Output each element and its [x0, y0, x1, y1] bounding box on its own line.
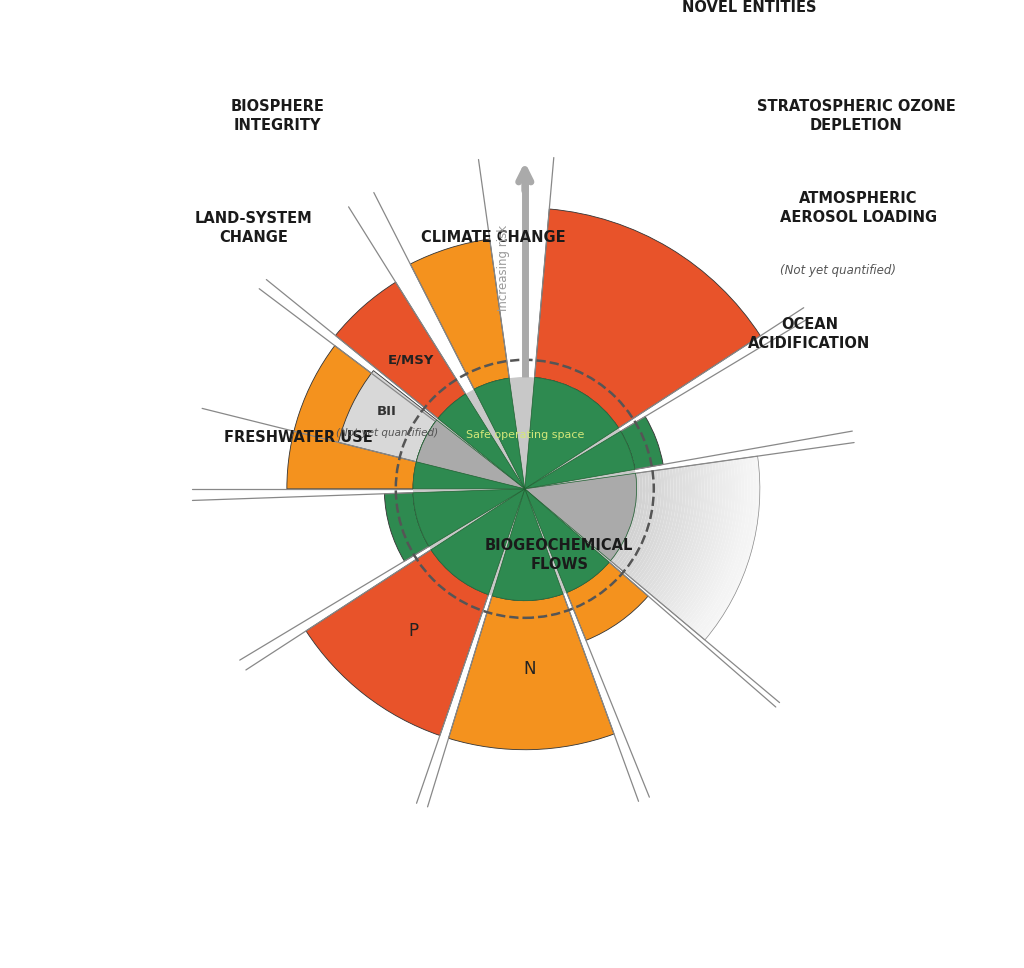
Wedge shape — [621, 416, 664, 469]
Text: Safe operating space: Safe operating space — [466, 430, 584, 440]
Wedge shape — [643, 467, 683, 590]
Wedge shape — [620, 471, 652, 570]
Text: N: N — [523, 660, 536, 679]
Wedge shape — [681, 460, 732, 622]
Text: P: P — [409, 622, 419, 640]
Text: Increasing risk: Increasing risk — [498, 225, 511, 311]
Wedge shape — [634, 469, 671, 583]
Wedge shape — [679, 461, 729, 620]
Wedge shape — [449, 594, 614, 749]
Wedge shape — [524, 489, 609, 592]
Wedge shape — [646, 467, 686, 592]
Wedge shape — [684, 460, 735, 624]
Wedge shape — [641, 468, 680, 589]
Text: (Not yet quantified): (Not yet quantified) — [336, 428, 437, 438]
Text: BIOSPHERE
INTEGRITY: BIOSPHERE INTEGRITY — [230, 99, 325, 134]
Wedge shape — [615, 472, 646, 566]
Wedge shape — [700, 457, 757, 638]
Wedge shape — [632, 469, 668, 581]
Wedge shape — [653, 466, 695, 598]
Wedge shape — [693, 458, 748, 632]
Wedge shape — [630, 469, 665, 579]
Wedge shape — [660, 464, 705, 604]
Wedge shape — [650, 466, 692, 596]
Wedge shape — [625, 470, 658, 575]
Wedge shape — [648, 466, 689, 594]
Wedge shape — [411, 239, 509, 389]
Wedge shape — [493, 489, 563, 600]
Text: BIOGEOCHEMICAL
FLOWS: BIOGEOCHEMICAL FLOWS — [485, 537, 634, 572]
Wedge shape — [686, 459, 738, 626]
Wedge shape — [384, 493, 429, 561]
Wedge shape — [677, 461, 726, 619]
Wedge shape — [612, 472, 643, 564]
Wedge shape — [672, 462, 720, 614]
Text: NOVEL ENTITIES: NOVEL ENTITIES — [682, 0, 817, 15]
Wedge shape — [688, 459, 741, 628]
Wedge shape — [524, 378, 618, 489]
Wedge shape — [665, 463, 711, 608]
Wedge shape — [670, 462, 717, 612]
Text: FRESHWATER USE: FRESHWATER USE — [224, 430, 373, 444]
Wedge shape — [610, 472, 640, 562]
Wedge shape — [417, 420, 524, 489]
Text: E/MSY: E/MSY — [388, 353, 434, 367]
Wedge shape — [474, 378, 524, 489]
Wedge shape — [306, 550, 488, 736]
Text: CLIMATE CHANGE: CLIMATE CHANGE — [421, 230, 565, 245]
Wedge shape — [566, 562, 648, 641]
Wedge shape — [702, 456, 760, 640]
Wedge shape — [524, 473, 637, 560]
Wedge shape — [336, 283, 466, 418]
Text: (Not yet quantified): (Not yet quantified) — [780, 264, 896, 277]
Wedge shape — [667, 463, 714, 610]
Wedge shape — [657, 465, 701, 602]
Wedge shape — [413, 421, 524, 489]
Text: LAND-SYSTEM
CHANGE: LAND-SYSTEM CHANGE — [195, 211, 312, 245]
Wedge shape — [413, 489, 524, 546]
Wedge shape — [697, 457, 754, 636]
Wedge shape — [431, 489, 524, 594]
Wedge shape — [674, 462, 723, 617]
Text: OCEAN
ACIDIFICATION: OCEAN ACIDIFICATION — [749, 317, 870, 351]
Wedge shape — [438, 394, 524, 489]
Wedge shape — [655, 465, 698, 600]
Wedge shape — [663, 464, 708, 606]
Wedge shape — [691, 458, 744, 630]
Wedge shape — [623, 470, 655, 573]
Text: BII: BII — [377, 405, 396, 417]
Wedge shape — [338, 371, 436, 462]
Wedge shape — [695, 458, 751, 634]
Wedge shape — [617, 471, 649, 568]
Wedge shape — [639, 468, 677, 587]
Wedge shape — [627, 469, 662, 577]
Wedge shape — [636, 469, 674, 585]
Circle shape — [413, 377, 637, 600]
Wedge shape — [287, 346, 435, 489]
Wedge shape — [524, 432, 635, 489]
Text: ATMOSPHERIC
AEROSOL LOADING: ATMOSPHERIC AEROSOL LOADING — [780, 191, 937, 225]
Wedge shape — [535, 209, 761, 428]
Text: STRATOSPHERIC OZONE
DEPLETION: STRATOSPHERIC OZONE DEPLETION — [757, 99, 955, 134]
